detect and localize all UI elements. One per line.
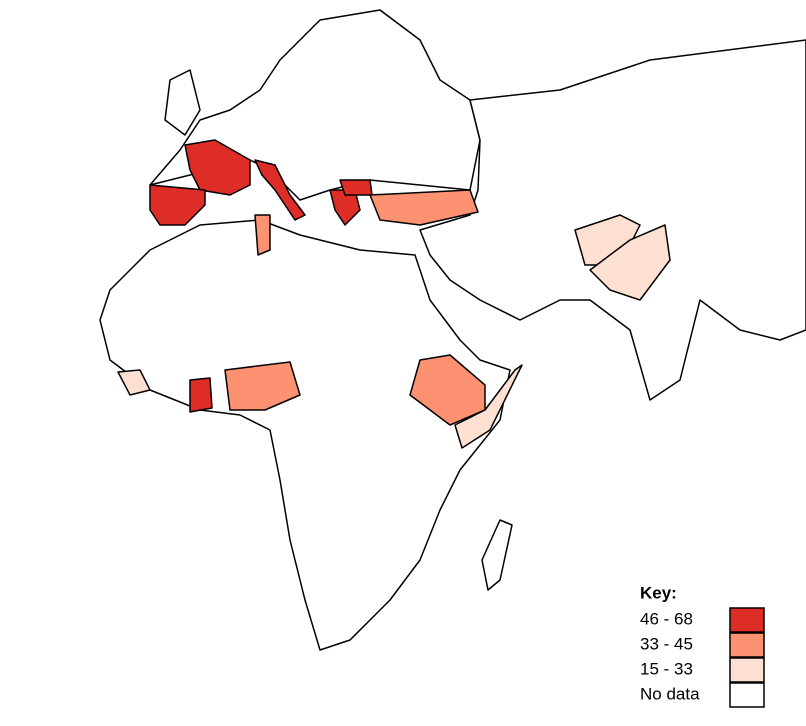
tunisia: [254, 214, 271, 256]
countries: [117, 139, 671, 449]
france: [184, 139, 251, 196]
africa: [99, 219, 511, 651]
sierra-leone: [117, 369, 151, 396]
spain: [149, 184, 206, 226]
somalia: [454, 364, 523, 449]
pakistan: [589, 224, 671, 301]
nigeria: [224, 361, 301, 411]
turkey: [369, 189, 479, 226]
ghana: [189, 377, 213, 413]
italy: [254, 159, 306, 221]
bulgaria: [339, 179, 373, 196]
legend-label: No data: [640, 684, 700, 703]
legend-title: Key:: [640, 583, 677, 602]
legend-label: 33 - 45: [640, 634, 693, 653]
base-land: [99, 9, 806, 651]
legend-swatch: [729, 657, 765, 683]
uk: [164, 69, 201, 136]
legend-swatch: [729, 607, 765, 633]
legend-label: 46 - 68: [640, 609, 693, 628]
legend-swatch: [729, 632, 765, 658]
legend-label: 15 - 33: [640, 659, 693, 678]
madagascar: [481, 519, 513, 591]
legend: Key: 46 - 68 33 - 45 15 - 33 No data: [640, 583, 765, 708]
legend-swatch: [729, 682, 765, 708]
